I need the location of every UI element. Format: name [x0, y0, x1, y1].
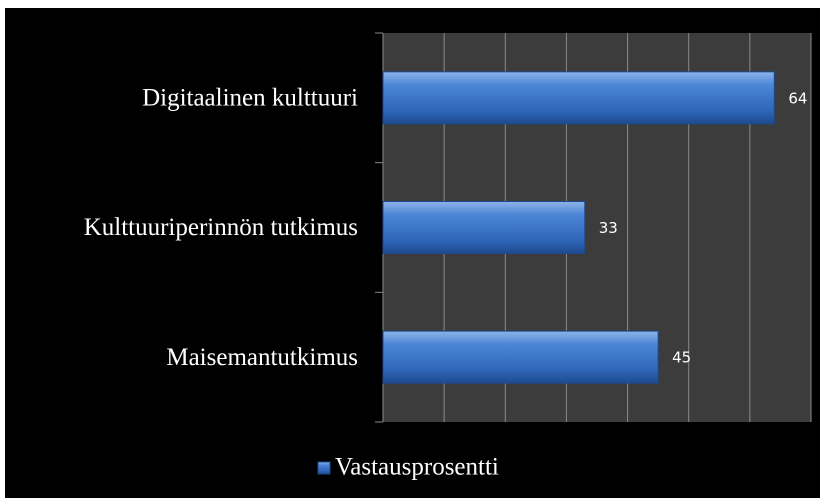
category-label: Maisemantutkimus	[166, 344, 358, 371]
category-label: Kulttuuriperinnön tutkimus	[84, 214, 358, 241]
bar	[382, 201, 586, 254]
value-label: 64	[788, 89, 807, 107]
legend-label: Vastausprosentti	[335, 454, 499, 481]
value-label: 45	[672, 349, 691, 367]
value-label: 33	[599, 219, 618, 237]
bar	[382, 71, 775, 125]
legend-swatch	[317, 461, 331, 475]
bar	[382, 330, 659, 384]
category-label: Digitaalinen kulttuuri	[142, 85, 358, 112]
